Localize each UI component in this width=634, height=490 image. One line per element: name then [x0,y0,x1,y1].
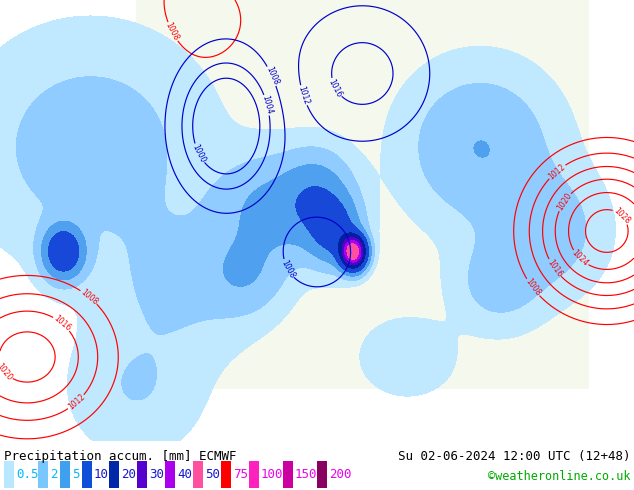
Text: 1012: 1012 [67,392,87,412]
Text: ©weatheronline.co.uk: ©weatheronline.co.uk [488,470,630,483]
Bar [60,461,70,488]
Text: 100: 100 [261,468,283,481]
Bar [165,461,175,488]
Text: Precipitation accum. [mm] ECMWF: Precipitation accum. [mm] ECMWF [4,450,236,463]
Text: 1008: 1008 [79,287,100,307]
Text: 150: 150 [295,468,318,481]
Text: 30: 30 [149,468,164,481]
Bar [221,461,231,488]
Text: 10: 10 [93,468,108,481]
Text: 1016: 1016 [52,314,72,333]
Text: 5: 5 [72,468,79,481]
Text: 1008: 1008 [164,21,181,43]
Text: 1004: 1004 [261,95,274,116]
Bar [249,461,259,488]
Text: 1024: 1024 [570,248,590,269]
Text: 50: 50 [205,468,220,481]
Text: 0.5: 0.5 [16,468,39,481]
Text: Su 02-06-2024 12:00 UTC (12+48): Su 02-06-2024 12:00 UTC (12+48) [398,450,630,463]
Text: 1000: 1000 [190,143,207,164]
Bar [317,461,327,488]
Bar [138,461,147,488]
Text: 75: 75 [233,468,248,481]
Bar [193,461,203,488]
Text: 1012: 1012 [547,162,567,181]
Text: 1012: 1012 [296,85,311,106]
Text: 20: 20 [121,468,136,481]
Text: 1020: 1020 [0,362,14,382]
Bar [4,461,14,488]
Bar [283,461,293,488]
Bar [38,461,48,488]
Bar [82,461,91,488]
Text: 1028: 1028 [612,206,631,225]
Text: 1008: 1008 [279,258,296,279]
Text: 1016: 1016 [327,77,344,98]
Text: 40: 40 [177,468,192,481]
Text: 200: 200 [329,468,352,481]
Text: 2: 2 [50,468,58,481]
Polygon shape [136,0,589,389]
Bar [110,461,119,488]
Text: 1020: 1020 [555,192,573,212]
Text: 1008: 1008 [264,65,280,87]
Text: 1008: 1008 [523,277,542,298]
Text: 1016: 1016 [545,258,564,279]
